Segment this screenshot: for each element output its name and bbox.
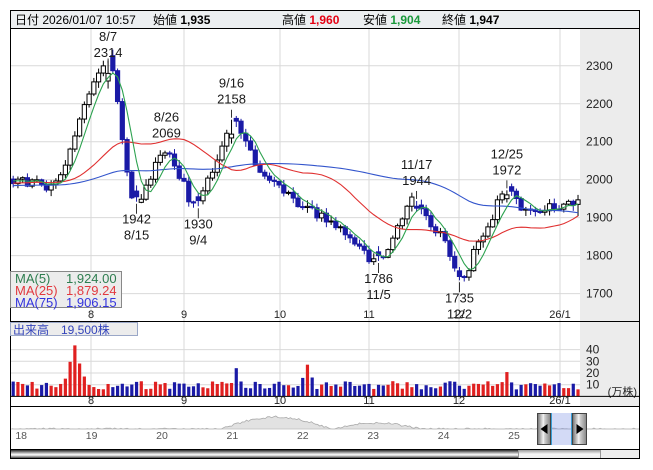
svg-text:19: 19 xyxy=(86,430,98,442)
svg-text:1930: 1930 xyxy=(184,216,213,231)
svg-text:1900: 1900 xyxy=(586,211,613,225)
svg-text:2100: 2100 xyxy=(586,135,613,149)
svg-text:1786: 1786 xyxy=(364,271,393,286)
svg-text:10: 10 xyxy=(274,309,286,321)
svg-text:8/7: 8/7 xyxy=(99,29,117,44)
svg-text:12: 12 xyxy=(453,309,465,321)
svg-text:9: 9 xyxy=(181,309,187,321)
svg-text:11: 11 xyxy=(363,395,374,407)
svg-text:26/1: 26/1 xyxy=(549,395,570,407)
svg-text:23: 23 xyxy=(367,430,379,442)
svg-text:9/4: 9/4 xyxy=(189,232,207,247)
svg-text:9/16: 9/16 xyxy=(219,76,244,91)
svg-text:11/17: 11/17 xyxy=(401,157,433,172)
svg-text:8: 8 xyxy=(88,395,94,407)
svg-text:18: 18 xyxy=(15,430,27,442)
svg-text:25: 25 xyxy=(508,430,520,442)
svg-text:1972: 1972 xyxy=(492,162,521,177)
svg-text:9: 9 xyxy=(181,395,187,407)
svg-text:1735: 1735 xyxy=(445,290,474,305)
svg-text:11/5: 11/5 xyxy=(366,287,390,302)
svg-text:12: 12 xyxy=(453,395,465,407)
svg-text:2000: 2000 xyxy=(586,173,613,187)
svg-text:22: 22 xyxy=(297,430,309,442)
svg-text:1942: 1942 xyxy=(122,212,151,227)
svg-text:2300: 2300 xyxy=(586,59,613,73)
svg-text:24: 24 xyxy=(438,430,450,442)
svg-text:8/15: 8/15 xyxy=(124,228,149,243)
svg-text:1700: 1700 xyxy=(586,287,613,301)
svg-text:21: 21 xyxy=(227,430,239,442)
svg-text:10: 10 xyxy=(586,378,600,392)
svg-text:11: 11 xyxy=(363,309,374,321)
svg-text:26/1: 26/1 xyxy=(549,309,570,321)
svg-text:1944: 1944 xyxy=(402,173,431,188)
svg-text:2069: 2069 xyxy=(152,126,181,141)
svg-text:20: 20 xyxy=(156,430,168,442)
svg-text:12/25: 12/25 xyxy=(491,146,524,161)
svg-text:2200: 2200 xyxy=(586,97,613,111)
svg-text:2158: 2158 xyxy=(217,92,246,107)
svg-text:1800: 1800 xyxy=(586,249,613,263)
svg-text:10: 10 xyxy=(274,395,286,407)
svg-text:8/26: 8/26 xyxy=(154,110,179,125)
svg-text:8: 8 xyxy=(88,309,94,321)
svg-text:2314: 2314 xyxy=(94,45,123,60)
